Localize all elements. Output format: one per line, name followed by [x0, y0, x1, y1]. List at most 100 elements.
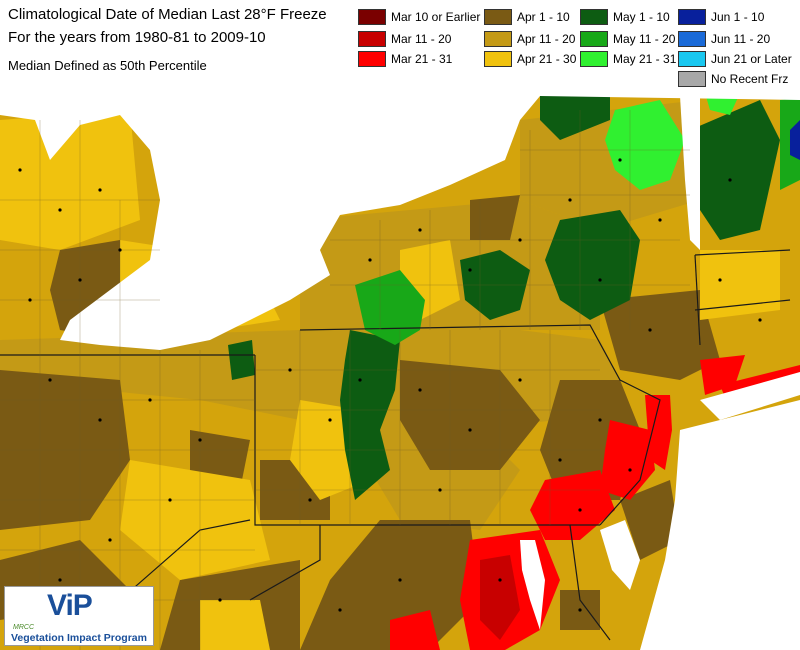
zone-may-1-10 [545, 210, 640, 320]
zone-may-1-10 [540, 93, 610, 140]
station-marker [98, 418, 102, 422]
legend-item: Jun 21 or Later [678, 50, 792, 68]
station-marker [598, 278, 602, 282]
legend-item: May 1 - 10 [580, 8, 670, 26]
legend-item: Jun 1 - 10 [678, 8, 764, 26]
station-marker [558, 458, 562, 462]
zone-apr-21-30 [0, 110, 140, 250]
zone-apr-21-30 [700, 250, 780, 320]
station-marker [368, 258, 372, 262]
legend-swatch [358, 51, 386, 67]
station-marker [28, 298, 32, 302]
legend-swatch [678, 31, 706, 47]
legend-item: Apr 1 - 10 [484, 8, 570, 26]
station-marker [98, 188, 102, 192]
legend-label: No Recent Frz [711, 72, 789, 86]
legend-item: May 11 - 20 [580, 30, 675, 48]
station-marker [578, 608, 582, 612]
legend-swatch [358, 31, 386, 47]
zone-apr-21-30 [200, 600, 270, 650]
station-marker [168, 498, 172, 502]
station-marker [598, 418, 602, 422]
station-marker [78, 278, 82, 282]
zone-mar-21-31 [530, 470, 615, 540]
pa-county-lines-h [255, 369, 600, 491]
county-lines-v [39, 120, 201, 650]
map-period: For the years from 1980-81 to 2009-10 [8, 29, 266, 46]
vip-logo: ViP MRCC Vegetation Impact Program [4, 586, 154, 646]
station-marker [518, 238, 522, 242]
station-marker [728, 178, 732, 182]
ct-ma-border [694, 299, 791, 311]
station-markers [18, 158, 762, 612]
legend-label: Jun 21 or Later [711, 52, 792, 66]
station-marker [618, 158, 622, 162]
station-marker [48, 378, 52, 382]
legend-item: Apr 11 - 20 [484, 30, 575, 48]
station-marker [648, 328, 652, 332]
legend-swatch [678, 71, 706, 87]
ny-county-lines-h [330, 149, 690, 286]
ny-county-lines-v [379, 110, 631, 330]
zone-may-11-20 [355, 270, 425, 345]
station-marker [578, 508, 582, 512]
pa-border-west-south [254, 355, 600, 526]
ny-ct-border [694, 254, 701, 346]
legend-swatch [678, 9, 706, 25]
legend-swatch [678, 51, 706, 67]
legend-label: Mar 21 - 31 [391, 52, 453, 66]
legend-item: No Recent Frz [678, 70, 788, 88]
station-marker [288, 368, 292, 372]
legend-label: Jun 11 - 20 [711, 32, 771, 46]
logo-tagline: Vegetation Impact Program [11, 632, 147, 644]
state-borders [0, 249, 791, 641]
station-marker [568, 198, 572, 202]
station-marker [758, 318, 762, 322]
station-marker [58, 578, 62, 582]
station-marker [468, 268, 472, 272]
station-marker [108, 538, 112, 542]
station-marker [198, 438, 202, 442]
legend-item: May 21 - 31 [580, 50, 676, 68]
legend-swatch [580, 31, 608, 47]
legend-swatch [484, 9, 512, 25]
legend-label: May 21 - 31 [613, 52, 677, 66]
station-marker [718, 278, 722, 282]
zone-may-1-10 [228, 340, 255, 380]
station-marker [498, 578, 502, 582]
legend-swatch [580, 51, 608, 67]
long-island-sound-water [700, 372, 800, 420]
station-marker [358, 378, 362, 382]
legend-label: Mar 11 - 20 [391, 32, 452, 46]
legend-swatch [580, 9, 608, 25]
station-marker [18, 168, 22, 172]
zone-mar-11-20 [480, 555, 520, 640]
zone-apr-1-10 [300, 520, 480, 650]
legend-swatch [358, 9, 386, 25]
zone-may-21-31 [605, 100, 685, 190]
legend-item: Jun 11 - 20 [678, 30, 770, 48]
legend-swatch [484, 31, 512, 47]
legend-label: Apr 21 - 30 [517, 52, 577, 66]
lake-champlain-water [680, 96, 700, 250]
legend-label: Mar 10 or Earlier [391, 10, 481, 24]
station-marker [418, 228, 422, 232]
chesapeake-bay-water [520, 540, 545, 630]
zone-may-1-10 [690, 100, 780, 240]
station-marker [658, 218, 662, 222]
logo-org: MRCC [13, 624, 34, 631]
station-marker [148, 398, 152, 402]
logo-mark: ViP [47, 589, 93, 622]
station-marker [118, 248, 122, 252]
freeze-date-map [0, 93, 800, 650]
station-marker [418, 388, 422, 392]
atlantic-ocean-water [640, 400, 800, 650]
ma-border [694, 249, 791, 256]
legend-label: Apr 1 - 10 [517, 10, 570, 24]
station-marker [438, 488, 442, 492]
legend-label: Apr 11 - 20 [517, 32, 576, 46]
station-marker [328, 418, 332, 422]
legend-label: May 1 - 10 [613, 10, 670, 24]
station-marker [398, 578, 402, 582]
station-marker [58, 208, 62, 212]
